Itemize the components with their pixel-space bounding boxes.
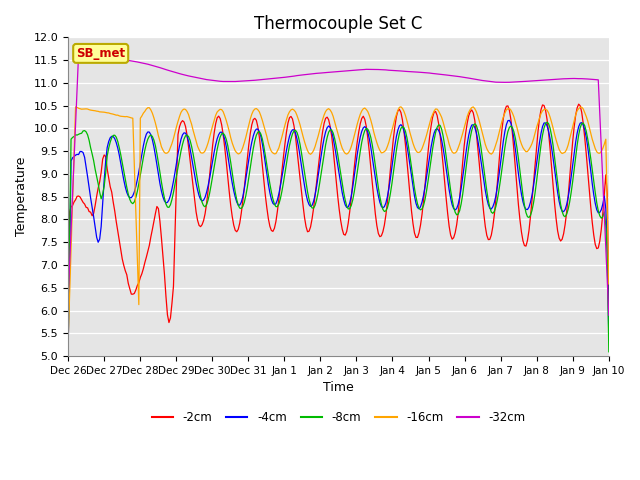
- -8cm: [243, 185, 251, 191]
- Title: Thermocouple Set C: Thermocouple Set C: [254, 15, 422, 33]
- -32cm: [302, 72, 310, 77]
- -16cm: [225, 128, 233, 134]
- -8cm: [225, 150, 233, 156]
- -8cm: [301, 170, 308, 176]
- -16cm: [64, 342, 72, 348]
- -4cm: [225, 162, 233, 168]
- -8cm: [543, 120, 551, 125]
- -2cm: [577, 103, 584, 108]
- -2cm: [605, 328, 612, 334]
- -2cm: [253, 118, 260, 123]
- -16cm: [397, 104, 404, 110]
- -16cm: [301, 139, 308, 144]
- -8cm: [577, 125, 584, 131]
- -4cm: [243, 167, 251, 172]
- -2cm: [131, 290, 138, 296]
- -32cm: [245, 78, 253, 84]
- -2cm: [301, 215, 308, 220]
- Text: SB_met: SB_met: [76, 47, 125, 60]
- -2cm: [575, 101, 582, 107]
- -2cm: [225, 189, 233, 194]
- -16cm: [253, 106, 260, 111]
- -8cm: [605, 349, 612, 355]
- -32cm: [254, 77, 262, 83]
- -32cm: [577, 76, 584, 82]
- -32cm: [605, 312, 612, 318]
- -8cm: [253, 132, 260, 138]
- -4cm: [605, 337, 612, 343]
- -32cm: [132, 59, 140, 65]
- -16cm: [605, 281, 612, 287]
- -8cm: [64, 353, 72, 359]
- -4cm: [131, 189, 138, 195]
- -16cm: [243, 128, 251, 134]
- Y-axis label: Temperature: Temperature: [15, 157, 28, 237]
- Line: -8cm: -8cm: [68, 122, 609, 356]
- X-axis label: Time: Time: [323, 382, 354, 395]
- -32cm: [227, 79, 234, 84]
- -4cm: [301, 183, 308, 189]
- Line: -32cm: -32cm: [68, 54, 609, 315]
- -8cm: [131, 199, 138, 205]
- Line: -2cm: -2cm: [68, 104, 609, 337]
- Legend: -2cm, -4cm, -8cm, -16cm, -32cm: -2cm, -4cm, -8cm, -16cm, -32cm: [147, 407, 530, 429]
- -16cm: [131, 162, 138, 168]
- Line: -16cm: -16cm: [68, 107, 609, 345]
- -2cm: [243, 156, 251, 162]
- -4cm: [577, 120, 584, 126]
- -2cm: [64, 334, 72, 340]
- -4cm: [506, 118, 513, 123]
- -4cm: [64, 353, 72, 359]
- -16cm: [577, 104, 584, 110]
- -32cm: [75, 51, 83, 57]
- -4cm: [253, 126, 260, 132]
- -32cm: [64, 298, 72, 304]
- Line: -4cm: -4cm: [68, 120, 609, 356]
